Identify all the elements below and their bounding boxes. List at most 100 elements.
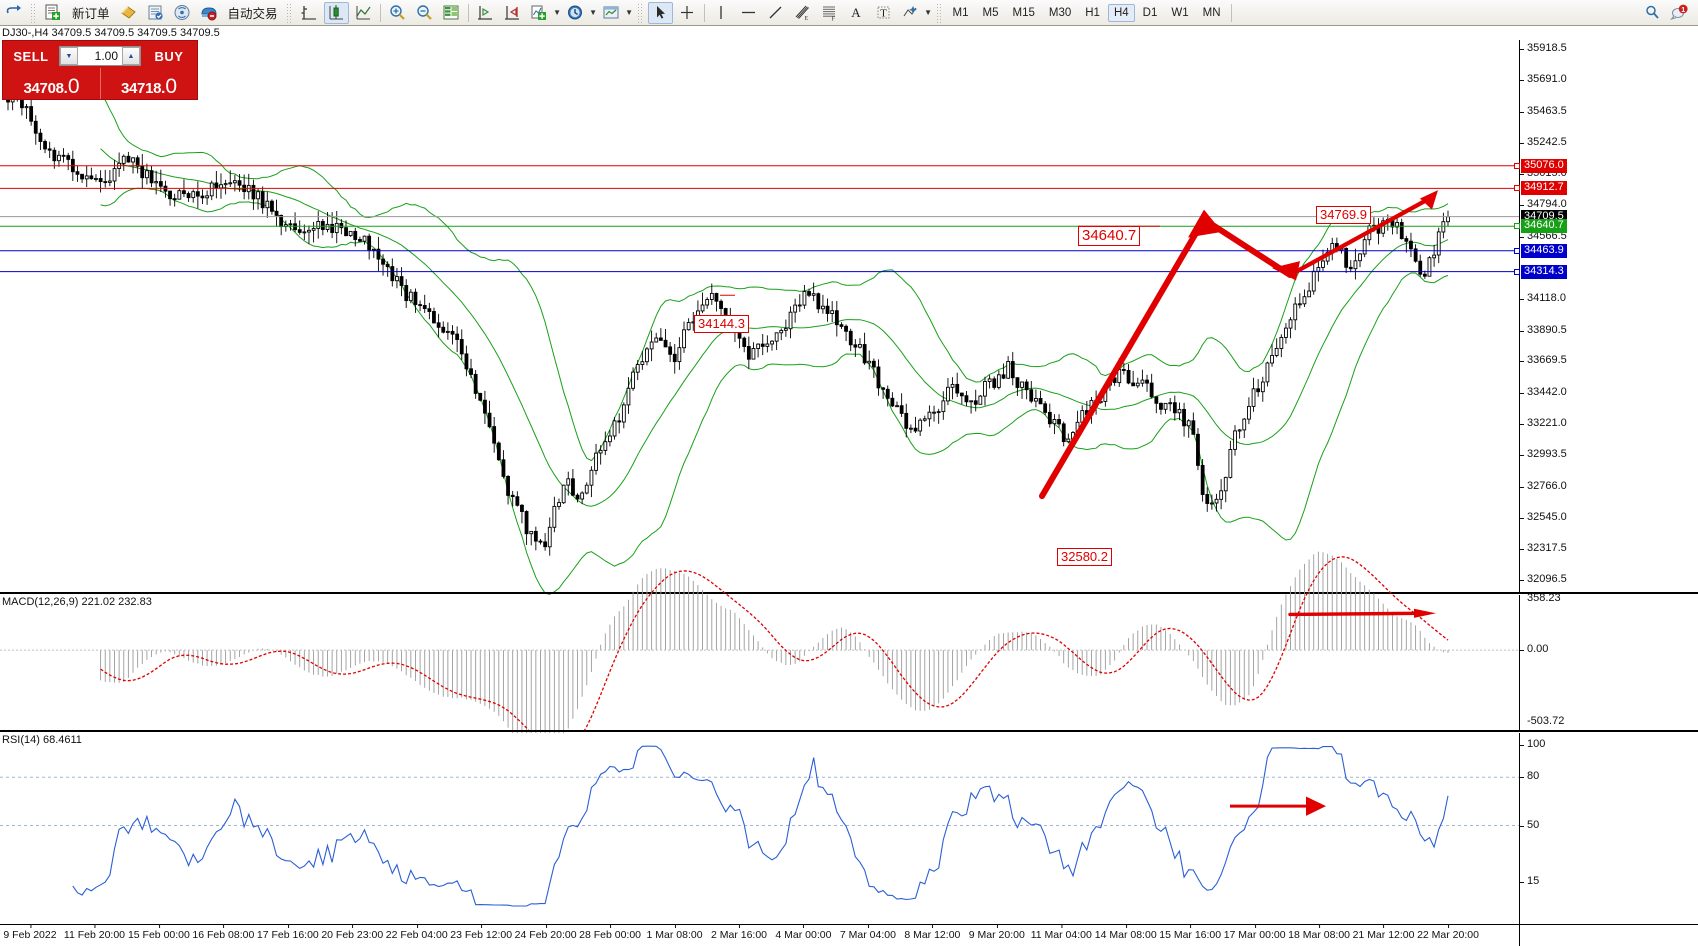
macd-pane[interactable]: MACD(12,26,9) 221.02 232.83 [0, 551, 1519, 761]
toolbar-grip-2[interactable] [285, 2, 293, 23]
sell-price[interactable]: 34708 . 0 [3, 68, 100, 99]
time-tick: 1 Mar 08:00 [647, 924, 703, 941]
price-level-label-34912-7[interactable]: 34912.7 [1521, 181, 1567, 196]
period-dropdown-caret-icon[interactable]: ▼ [589, 8, 597, 17]
new-order-icon[interactable] [41, 2, 66, 24]
time-tick: 24 Feb 20:00 [515, 924, 577, 941]
timeframe-w1[interactable]: W1 [1171, 6, 1189, 19]
back-arrow-icon[interactable] [1, 2, 26, 24]
shapes-icon[interactable] [898, 2, 923, 24]
time-tick: 2 Mar 16:00 [711, 924, 767, 941]
chart-annotation-34769[interactable]: 34769.9 [1316, 206, 1371, 224]
price-axis[interactable]: 35918.5 35691.0 35463.5 35242.5 35015.0 34794… [1514, 40, 1698, 592]
timeframe-d1[interactable]: D1 [1142, 6, 1158, 19]
mail-icon[interactable] [143, 2, 168, 24]
alerts-icon[interactable]: 1 [1667, 2, 1692, 24]
text-icon[interactable]: A [844, 2, 869, 24]
volume-decrement-button[interactable]: ▼ [60, 47, 78, 65]
equidistant-channel-icon[interactable]: E [790, 2, 815, 24]
level-handle[interactable] [1514, 162, 1520, 169]
shapes-dropdown-caret-icon[interactable]: ▼ [924, 8, 932, 17]
level-handle[interactable] [1514, 247, 1520, 254]
auto-trading-icon[interactable] [197, 2, 222, 24]
volume-increment-button[interactable]: ▲ [122, 47, 140, 65]
time-tick: 9 Feb 2022 [3, 924, 57, 941]
timeframe-m30[interactable]: M30 [1048, 6, 1072, 19]
theme-icon[interactable] [116, 2, 141, 24]
auto-trading-label[interactable]: 自动交易 [227, 7, 278, 21]
chart-annotation-32580[interactable]: 32580.2 [1057, 548, 1112, 566]
time-tick: 7 Mar 04:00 [840, 924, 896, 941]
zoom-out-icon[interactable] [412, 2, 437, 24]
time-tick: 23 Feb 12:00 [450, 924, 512, 941]
rsi-title: RSI(14) 68.4611 [2, 734, 82, 746]
new-order-label[interactable]: 新订单 [72, 7, 110, 21]
timeframe-h1[interactable]: H1 [1085, 6, 1100, 19]
level-handle[interactable] [1514, 185, 1520, 192]
time-tick: 9 Mar 20:00 [969, 924, 1025, 941]
time-tick: 17 Mar 00:00 [1224, 924, 1286, 941]
timeframe-m5[interactable]: M5 [982, 6, 999, 19]
chart-annotation-34144[interactable]: 34144.3 [694, 315, 749, 333]
buy-price-fraction: 0 [165, 75, 178, 99]
time-tick: 15 Feb 00:00 [128, 924, 190, 941]
timeframe-mn[interactable]: MN [1202, 6, 1221, 19]
chart-annotation-34640[interactable]: 34640.7 [1078, 226, 1141, 246]
toolbar-grip-4[interactable] [935, 2, 943, 23]
pane-divider-macd [0, 592, 1698, 594]
bar-chart-icon[interactable] [297, 2, 322, 24]
toolbar-grip-3[interactable] [636, 2, 644, 23]
templates-dropdown-caret-icon[interactable]: ▼ [625, 8, 633, 17]
buy-price[interactable]: 34718 . 0 [100, 68, 197, 99]
volume-stepper[interactable]: ▼ 1.00 ▲ [59, 46, 141, 66]
vertical-line-icon[interactable] [709, 2, 734, 24]
auto-scroll-icon[interactable] [500, 2, 525, 24]
level-handle[interactable] [1514, 268, 1520, 275]
time-tick: 22 Feb 04:00 [386, 924, 448, 941]
price-plot [0, 85, 1519, 595]
indicators-dropdown-caret-icon[interactable]: ▼ [553, 8, 561, 17]
chart-area[interactable]: 35918.5 35691.0 35463.5 35242.5 35015.0 34794… [0, 40, 1698, 946]
rsi-pane[interactable]: RSI(14) 68.4611 [0, 733, 1519, 924]
one-click-trading-panel[interactable]: SELL ▼ 1.00 ▲ BUY 34708 . 0 34718 . 0 [2, 40, 198, 100]
timeframe-m15[interactable]: M15 [1012, 6, 1035, 19]
cursor-icon[interactable] [647, 1, 673, 24]
crosshair-icon[interactable] [675, 2, 700, 24]
sell-button[interactable]: SELL [13, 48, 49, 64]
timeframe-h4[interactable]: H4 [1107, 3, 1135, 22]
sell-price-dot: . [63, 80, 68, 97]
volume-input[interactable]: 1.00 [94, 49, 118, 63]
price-level-label-35076-0[interactable]: 35076.0 [1521, 158, 1567, 173]
line-chart-icon[interactable] [351, 2, 376, 24]
period-clock-icon[interactable] [563, 2, 588, 24]
time-tick: 16 Feb 08:00 [192, 924, 254, 941]
fibonacci-icon[interactable]: F [817, 2, 842, 24]
horizontal-line-icon[interactable] [736, 2, 761, 24]
toolbar-grip[interactable] [30, 2, 37, 23]
shift-end-icon[interactable] [473, 2, 498, 24]
main-toolbar: 新订单 [0, 0, 1698, 26]
macd-axis[interactable]: 358.23 0.00 -503.72 [1519, 592, 1698, 730]
buy-button[interactable]: BUY [154, 48, 184, 64]
axis-corner [1519, 924, 1698, 946]
price-level-label-34314-3[interactable]: 34314.3 [1521, 264, 1567, 279]
price-pane[interactable] [0, 40, 1519, 595]
time-axis[interactable]: 9 Feb 2022 11 Feb 20:00 15 Feb 00:00 16 Feb… [0, 924, 1519, 946]
text-label-icon[interactable]: T [871, 2, 896, 24]
indicators-icon[interactable] [527, 2, 552, 24]
templates-icon[interactable] [599, 2, 624, 24]
zoom-in-icon[interactable] [385, 2, 410, 24]
search-icon[interactable] [1640, 2, 1665, 24]
price-level-label-34463-9[interactable]: 34463.9 [1521, 243, 1567, 258]
price-level-label-34640-7[interactable]: 34640.7 [1521, 219, 1567, 234]
time-tick: 14 Mar 08:00 [1095, 924, 1157, 941]
timeframe-m1[interactable]: M1 [952, 6, 969, 19]
signals-icon[interactable] [170, 2, 195, 24]
trendline-icon[interactable] [763, 2, 788, 24]
rsi-axis[interactable]: 100 80 50 15 [1519, 733, 1698, 924]
candlestick-chart-icon[interactable] [323, 1, 349, 24]
time-tick: 28 Feb 00:00 [579, 924, 641, 941]
level-handle[interactable] [1514, 223, 1520, 230]
tile-windows-icon[interactable] [439, 2, 464, 24]
buy-price-dot: . [161, 80, 166, 97]
